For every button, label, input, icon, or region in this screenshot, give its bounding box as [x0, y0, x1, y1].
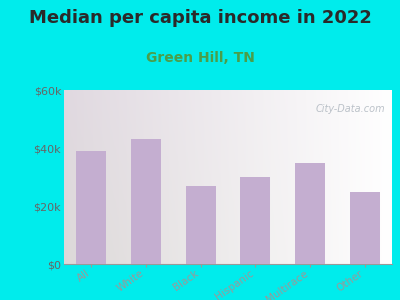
Bar: [131, 139, 161, 264]
Bar: [76, 151, 106, 264]
Text: City-Data.com: City-Data.com: [316, 104, 386, 114]
Text: Median per capita income in 2022: Median per capita income in 2022: [28, 9, 372, 27]
Bar: [186, 186, 216, 264]
Text: Green Hill, TN: Green Hill, TN: [146, 51, 254, 65]
Bar: [350, 191, 380, 264]
Bar: [295, 163, 325, 264]
Bar: [240, 177, 270, 264]
